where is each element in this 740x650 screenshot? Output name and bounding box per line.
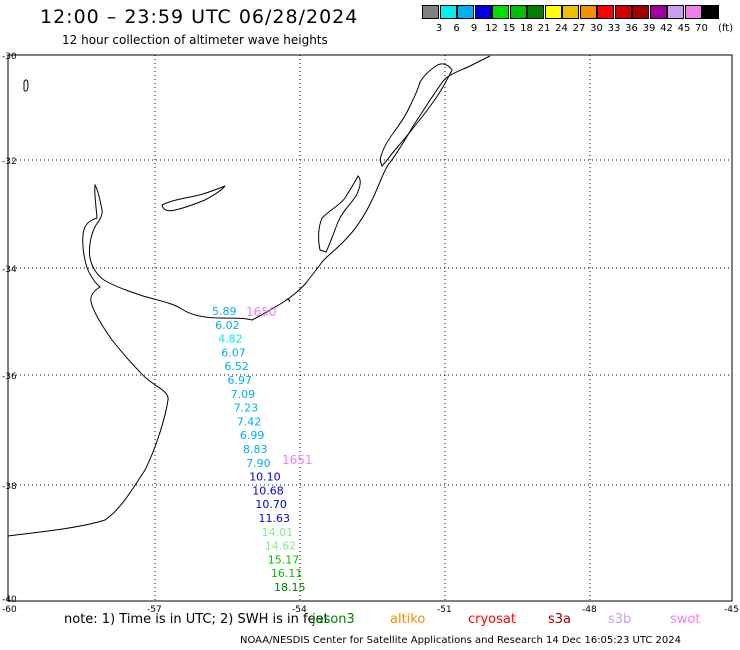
wave-height-label: 18.15 [274, 581, 306, 594]
axis-ticks: -60 -57 -54 -51 -48 -45 -30 -32 -34 -36 -38 -40 [2, 52, 739, 615]
wave-height-label: 15.17 [268, 553, 300, 566]
coast-point [285, 298, 290, 303]
coast-south-america [7, 55, 491, 537]
wave-height-label: 10.68 [252, 484, 283, 497]
wave-height-label: 11.63 [259, 512, 291, 525]
wave-height-label: 7.23 [234, 402, 259, 415]
legend-label: 70 [695, 23, 708, 34]
legend-swatch [527, 5, 544, 19]
legend-swatch [649, 5, 667, 19]
legend-label: 45 [677, 23, 691, 34]
lon-tick-label: -48 [582, 605, 597, 615]
wave-height-label: 7.42 [237, 415, 261, 428]
lat-tick-label: -36 [2, 372, 17, 382]
legend-swatch [474, 5, 492, 19]
wave-height-label: 6.07 [221, 346, 246, 359]
legend-label: 21 [537, 23, 551, 34]
wave-height-label: 7.90 [246, 457, 271, 470]
legend-label: 12 [485, 23, 498, 34]
track-time-label: 1650 [246, 305, 277, 319]
satellite-label-swot: swot [670, 612, 701, 627]
lat-tick-label: -32 [2, 157, 17, 167]
legend-label: 18 [520, 23, 533, 34]
legend-label: 27 [572, 23, 586, 34]
graticule [8, 55, 732, 601]
legend-swatch [632, 5, 649, 19]
lon-tick-label: -57 [147, 605, 162, 615]
credit-line: NOAA/NESDIS Center for Satellite Applica… [240, 635, 682, 646]
map-title: 12:00 – 23:59 UTC 06/28/2024 [40, 6, 359, 28]
legend-swatch [614, 5, 632, 19]
wave-height-label: 6.99 [240, 429, 265, 442]
lat-tick-label: -38 [2, 482, 17, 492]
wave-height-label: 10.10 [249, 471, 281, 484]
track-time-labels: 1650 1651 [246, 305, 313, 467]
legend-swatch [579, 5, 597, 19]
satellite-label-s3b: s3b [608, 612, 632, 627]
satellite-label-altiko: altiko [390, 612, 426, 627]
wave-height-label: 14.62 [265, 540, 297, 553]
satellite-label-cryosat: cryosat [468, 612, 516, 627]
legend-swatch [439, 5, 457, 19]
legend-swatch [492, 5, 509, 19]
coastline [7, 55, 491, 537]
lat-tick-label: -34 [2, 265, 17, 275]
legend-swatch [509, 5, 527, 19]
lat-tick-label: -40 [2, 595, 17, 605]
legend-label: 33 [607, 23, 621, 34]
satellite-label-s3a: s3a [548, 612, 572, 627]
wave-height-labels: 5.896.024.826.076.526.977.097.237.426.99… [212, 305, 306, 594]
wave-height-label: 4.82 [218, 333, 243, 346]
wave-height-label: 16.11 [271, 567, 303, 580]
lon-tick-label: -51 [437, 605, 452, 615]
track-time-label: 1651 [282, 453, 313, 467]
legend-label: 24 [555, 23, 568, 34]
lat-tick-label: -30 [2, 52, 17, 62]
lon-tick-label: -45 [724, 605, 739, 615]
wave-height-label: 6.02 [215, 319, 240, 332]
lon-tick-label: -60 [2, 605, 17, 615]
wave-height-label: 10.70 [255, 498, 287, 511]
wave-height-label: 6.97 [228, 374, 253, 387]
wave-height-label: 7.09 [231, 388, 256, 401]
legend-unit: (ft) [718, 23, 734, 34]
map-frame [7, 54, 733, 602]
legend-label: 6 [453, 23, 460, 34]
legend-label: 42 [660, 23, 673, 34]
footnote: note: 1) Time is in UTC; 2) SWH is in fe… [64, 612, 329, 627]
wave-height-label: 8.83 [243, 443, 268, 456]
legend-swatch [597, 5, 614, 19]
legend-label: 3 [435, 23, 443, 34]
river-plate-branch [161, 185, 226, 212]
legend-swatch [422, 5, 439, 19]
legend-swatch [667, 5, 684, 19]
wave-height-label: 5.89 [212, 305, 237, 318]
lon-tick-label: -54 [292, 605, 307, 615]
legend-label: 9 [470, 23, 478, 34]
satellite-label-jason3: jason3 [312, 612, 355, 627]
legend-label: 30 [590, 23, 603, 34]
legend-swatch [562, 5, 579, 19]
map-subtitle: 12 hour collection of altimeter wave hei… [62, 33, 328, 47]
legend-swatch [684, 5, 702, 19]
legend-swatch [457, 5, 474, 19]
wave-height-label: 6.52 [224, 360, 249, 373]
small-island [23, 79, 29, 92]
legend-label: 15 [502, 23, 516, 34]
wave-height-label: 14.01 [262, 526, 294, 539]
legend-swatch [702, 5, 719, 19]
legend-swatch [544, 5, 562, 19]
coast-estuary [379, 63, 453, 167]
coast-lagoon [318, 175, 361, 253]
legend-label: 36 [625, 23, 638, 34]
legend-label: 39 [642, 23, 656, 34]
